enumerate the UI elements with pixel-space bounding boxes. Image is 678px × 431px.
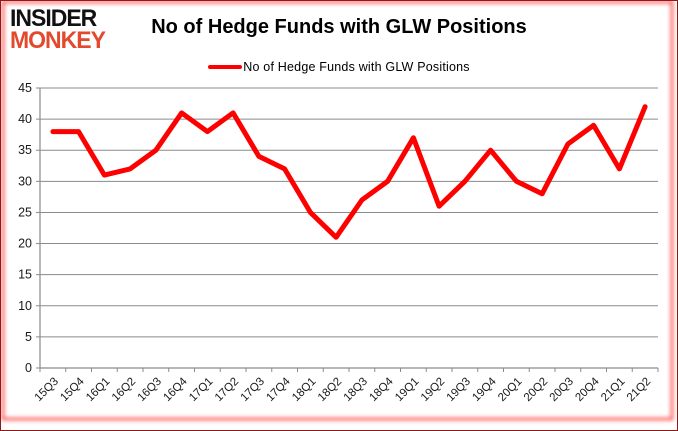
x-axis-label: 20Q4 — [573, 375, 602, 404]
x-axis-label: 19Q3 — [445, 376, 473, 404]
y-axis-label: 10 — [18, 299, 32, 313]
x-axis-label: 17Q1 — [187, 376, 215, 404]
y-axis-label: 35 — [18, 143, 32, 157]
x-axis-label: 20Q1 — [496, 376, 524, 404]
chart-legend: No of Hedge Funds with GLW Positions — [0, 60, 678, 74]
x-axis-label: 18Q4 — [367, 375, 396, 404]
data-series-line — [50, 104, 648, 240]
x-axis-label: 18Q3 — [342, 376, 370, 404]
x-axis-label: 21Q2 — [625, 376, 653, 404]
x-axis-label: 16Q3 — [136, 376, 164, 404]
x-axis-label: 19Q1 — [393, 376, 421, 404]
x-axis-label: 16Q2 — [110, 376, 138, 404]
x-axis-label: 15Q4 — [58, 375, 87, 404]
y-axis-label: 30 — [18, 174, 32, 188]
x-axis-label: 17Q3 — [239, 376, 267, 404]
x-axis-label: 19Q2 — [419, 376, 447, 404]
x-axis-label: 16Q1 — [84, 376, 112, 404]
x-axis-label: 21Q1 — [599, 376, 627, 404]
x-axis-label: 19Q4 — [470, 375, 499, 404]
y-axis-label: 15 — [18, 268, 32, 282]
x-axis-label: 17Q2 — [213, 376, 241, 404]
insider-monkey-logo: INSIDER MONKEY — [10, 3, 106, 54]
y-axis-label: 0 — [25, 361, 32, 375]
logo-line-insider: INSIDER — [10, 3, 97, 32]
logo-line-monkey: MONKEY — [10, 26, 106, 54]
x-axis-label: 20Q3 — [548, 376, 576, 404]
y-axis-label: 40 — [18, 112, 32, 126]
chart-title: No of Hedge Funds with GLW Positions — [151, 16, 527, 38]
y-axis-label: 45 — [18, 81, 32, 95]
y-axis-label: 25 — [18, 205, 32, 219]
x-axis-label: 20Q2 — [522, 376, 550, 404]
x-axis-label: 18Q1 — [290, 376, 318, 404]
legend-label: No of Hedge Funds with GLW Positions — [243, 60, 470, 74]
x-axis-label: 18Q2 — [316, 376, 344, 404]
x-axis-label: 16Q4 — [161, 375, 190, 404]
x-axis-label: 17Q4 — [264, 375, 293, 404]
y-axis-label: 20 — [18, 237, 32, 251]
legend-line-swatch-icon — [208, 65, 243, 69]
y-axis-label: 5 — [25, 330, 32, 344]
x-axis-label: 15Q3 — [33, 376, 61, 404]
